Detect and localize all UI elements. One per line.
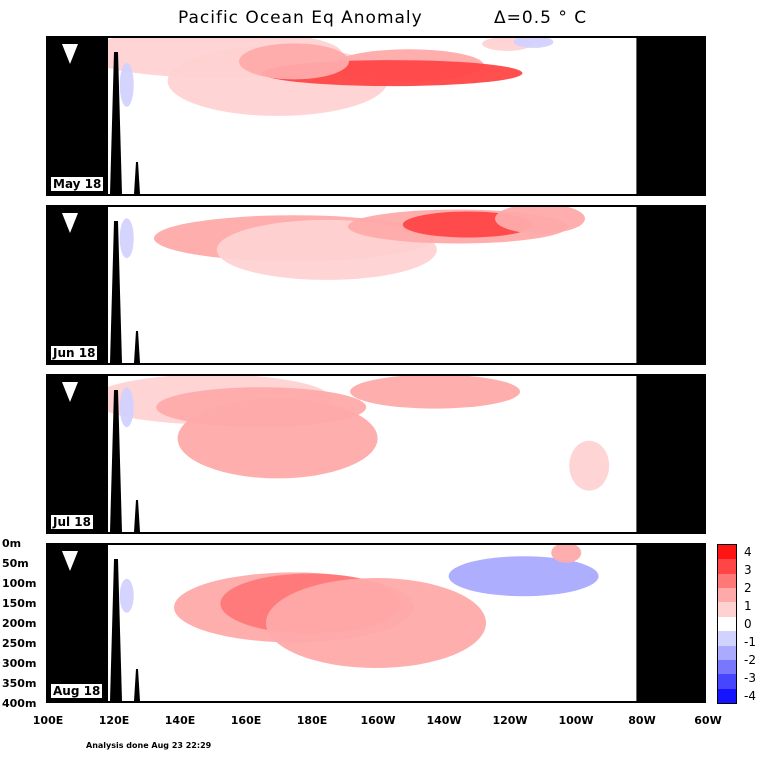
lon-tick-label: 140E bbox=[164, 714, 196, 727]
month-label: Jun 18 bbox=[50, 345, 99, 361]
colorbar-label: 1 bbox=[744, 599, 752, 613]
lon-tick-label: 120W bbox=[492, 714, 528, 727]
depth-tick-label: 0m bbox=[2, 537, 22, 550]
colorbar-segment bbox=[718, 631, 736, 647]
anomaly-patch bbox=[119, 387, 134, 428]
panel-plot bbox=[48, 38, 704, 194]
depth-tick-label: 400m bbox=[2, 697, 37, 710]
colorbar-label: -2 bbox=[744, 653, 756, 667]
panel-may-18: May 18 bbox=[46, 36, 706, 196]
panel-jun-18: Jun 18 bbox=[46, 205, 706, 365]
colorbar-label: -4 bbox=[744, 689, 756, 703]
anomaly-patch bbox=[119, 218, 134, 259]
lon-tick-label: 160E bbox=[230, 714, 262, 727]
land-mask-west bbox=[48, 38, 108, 194]
colorbar-segment bbox=[718, 674, 736, 690]
chart-title: Pacific Ocean Eq Anomaly Δ=0.5 ° C bbox=[0, 8, 768, 32]
colorbar-label: 3 bbox=[744, 563, 752, 577]
anomaly-patch bbox=[495, 207, 585, 234]
colorbar-segment bbox=[718, 573, 736, 589]
depth-tick-label: 250m bbox=[2, 637, 37, 650]
month-label: Jul 18 bbox=[50, 514, 94, 530]
analysis-timestamp: Analysis done Aug 23 22:29 bbox=[86, 741, 212, 750]
colorbar-segment bbox=[718, 659, 736, 675]
anomaly-patch bbox=[119, 578, 134, 613]
land-mask-island bbox=[110, 221, 122, 363]
panel-plot bbox=[48, 545, 704, 701]
month-label: May 18 bbox=[50, 176, 105, 192]
panel-jul-18: Jul 18 bbox=[46, 374, 706, 534]
land-mask-island bbox=[110, 52, 122, 194]
anomaly-patch bbox=[448, 556, 599, 597]
colorbar-segment bbox=[718, 688, 736, 704]
panel-aug-18: Aug 18 bbox=[46, 543, 706, 703]
colorbar-label: 2 bbox=[744, 581, 752, 595]
anomaly-patch bbox=[513, 38, 554, 48]
land-mask-east bbox=[636, 376, 704, 532]
colorbar-label: -1 bbox=[744, 635, 756, 649]
contour-interval-text: Δ=0.5 ° C bbox=[494, 8, 588, 28]
lon-tick-label: 80W bbox=[628, 714, 656, 727]
colorbar-segment bbox=[718, 616, 736, 632]
panel-plot bbox=[48, 376, 704, 532]
land-mask-island bbox=[134, 331, 140, 363]
lon-tick-label: 100W bbox=[558, 714, 594, 727]
panel-plot bbox=[48, 207, 704, 363]
land-mask-west bbox=[48, 207, 108, 363]
depth-tick-label: 150m bbox=[2, 597, 37, 610]
depth-tick-label: 100m bbox=[2, 577, 37, 590]
anomaly-patch bbox=[239, 43, 349, 80]
anomaly-patch bbox=[569, 440, 610, 491]
colorbar-label: 0 bbox=[744, 617, 752, 631]
anomaly-patch bbox=[350, 376, 521, 409]
land-mask-west bbox=[48, 545, 108, 701]
lon-tick-label: 100E bbox=[32, 714, 64, 727]
land-mask-east bbox=[636, 207, 704, 363]
land-mask-east bbox=[636, 38, 704, 194]
lon-tick-label: 140W bbox=[426, 714, 462, 727]
anomaly-patch bbox=[551, 545, 582, 563]
land-mask-island bbox=[134, 500, 140, 532]
colorbar-segment bbox=[718, 645, 736, 661]
lon-tick-label: 60W bbox=[694, 714, 722, 727]
anomaly-patch bbox=[156, 387, 367, 428]
colorbar-segment bbox=[718, 602, 736, 618]
colorbar-segment bbox=[718, 559, 736, 575]
depth-tick-label: 200m bbox=[2, 617, 37, 630]
land-mask-east bbox=[636, 545, 704, 701]
anomaly-patch bbox=[266, 578, 486, 668]
land-mask-west bbox=[48, 376, 108, 532]
land-mask-island bbox=[110, 390, 122, 532]
title-text: Pacific Ocean Eq Anomaly bbox=[178, 8, 423, 28]
depth-tick-label: 350m bbox=[2, 677, 37, 690]
colorbar-label: -3 bbox=[744, 671, 756, 685]
anomaly-patch bbox=[119, 62, 134, 107]
lon-tick-label: 180E bbox=[296, 714, 328, 727]
colorbar-segment bbox=[718, 588, 736, 603]
lon-tick-label: 120E bbox=[98, 714, 130, 727]
colorbar-label: 4 bbox=[744, 545, 752, 559]
depth-tick-label: 50m bbox=[2, 557, 29, 570]
land-mask-island bbox=[134, 669, 140, 701]
colorbar-segment bbox=[718, 545, 736, 560]
depth-tick-label: 300m bbox=[2, 657, 37, 670]
month-label: Aug 18 bbox=[50, 683, 104, 699]
lon-tick-label: 160W bbox=[360, 714, 396, 727]
land-mask-island bbox=[110, 559, 122, 701]
colorbar bbox=[717, 544, 737, 704]
land-mask-island bbox=[134, 162, 140, 194]
